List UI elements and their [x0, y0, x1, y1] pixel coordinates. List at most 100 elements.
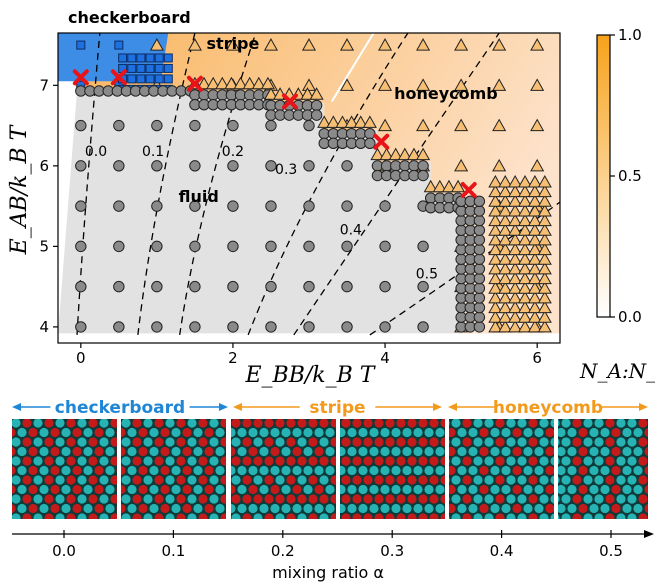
- ordered-point: [527, 300, 542, 314]
- fluid-point: [227, 200, 239, 212]
- fluid-point: [265, 119, 277, 132]
- x-tick-label: 4: [380, 349, 390, 367]
- contour-labels: 0.0 0.1 0.2 0.3 0.4 0.5: [85, 144, 438, 282]
- ordered-point: [537, 261, 552, 275]
- ordered-point: [187, 38, 202, 51]
- ordered-point: [300, 87, 315, 100]
- ordered-point: [508, 232, 523, 246]
- fluid-point: [364, 137, 376, 150]
- phase-labels: checkerboard stripe honeycomb fluid: [68, 8, 498, 206]
- alpha-tick-label: 0.4: [490, 542, 514, 560]
- ordered-point: [498, 203, 513, 217]
- snapshot-0.1: [121, 419, 226, 519]
- ordered-point: [344, 115, 359, 128]
- fluid-point: [341, 160, 353, 172]
- ordered-point: [224, 76, 239, 90]
- fluid-point: [265, 321, 277, 333]
- ordered-point: [527, 174, 542, 188]
- ordered-point: [537, 194, 552, 207]
- phase-arrowhead: [448, 403, 457, 411]
- fluid-point: [417, 321, 429, 333]
- fluid-point: [151, 321, 163, 333]
- ordered-point: [233, 76, 248, 90]
- ordered-point: [508, 184, 523, 198]
- fluid-point: [265, 160, 277, 172]
- ordered-point: [263, 38, 279, 51]
- ordered-point: [530, 118, 545, 132]
- fluid-point: [151, 240, 163, 253]
- ordered-point: [251, 76, 266, 90]
- fluid-point: [341, 280, 353, 293]
- fluid-point: [75, 160, 87, 172]
- ordered-point: [498, 252, 513, 265]
- alpha-axis-arrowhead: [644, 530, 654, 538]
- ordered-point: [498, 174, 513, 188]
- ordered-point: [263, 87, 279, 100]
- ordered-point: [508, 271, 523, 285]
- ordered-point: [537, 271, 552, 285]
- ordered-point: [508, 310, 523, 323]
- ordered-point: [537, 213, 552, 227]
- contour-label-0.4: 0.4: [340, 222, 362, 238]
- ordered-point: [537, 290, 552, 304]
- fluid-point: [417, 169, 429, 182]
- checkerboard-point: [163, 63, 173, 73]
- phase-label-stripe: stripe: [207, 34, 260, 53]
- fluid-point: [310, 99, 323, 112]
- ordered-point: [149, 38, 164, 51]
- fluid-point: [417, 240, 429, 253]
- ordered-point: [326, 115, 341, 128]
- checkerboard-point: [145, 63, 155, 73]
- ordered-point: [362, 115, 377, 128]
- ordered-point: [406, 147, 422, 161]
- ordered-point: [454, 118, 469, 132]
- ordered-point: [379, 147, 394, 161]
- checkerboard-point: [114, 40, 124, 50]
- ordered-point: [301, 38, 317, 51]
- axes: 0 2 4 6 4 5 6 7: [39, 76, 542, 367]
- fluid-point: [75, 200, 87, 212]
- ordered-point: [508, 213, 523, 227]
- fluid-point: [473, 292, 486, 304]
- fluid-point: [189, 119, 201, 132]
- ordered-point: [498, 232, 513, 246]
- checkerboard-point: [136, 63, 146, 73]
- snapshot-0.2: [231, 419, 336, 519]
- ordered-point: [527, 242, 542, 256]
- alpha-tick-label: 0.5: [599, 542, 623, 560]
- highlight-x-3: [281, 93, 298, 110]
- x-tick-label: 0: [76, 349, 86, 367]
- ordered-point: [492, 38, 507, 51]
- ordered-point: [488, 300, 503, 314]
- ordered-point: [196, 76, 212, 90]
- ordered-point: [454, 38, 469, 51]
- fluid-point: [341, 321, 353, 333]
- contour-label-0.5: 0.5: [416, 267, 438, 283]
- fluid-point: [113, 280, 125, 293]
- fluid-point: [189, 160, 201, 172]
- fluid-point: [473, 272, 486, 285]
- fluid-point: [379, 200, 391, 212]
- checkerboard-point: [145, 74, 155, 84]
- y-tick-label: 4: [39, 318, 49, 336]
- fluid-point: [75, 119, 87, 132]
- checkerboard-point: [136, 74, 146, 84]
- ordered-point: [454, 78, 469, 91]
- ordered-point: [527, 213, 542, 227]
- ordered-point: [498, 281, 513, 294]
- ordered-point: [537, 300, 552, 314]
- ordered-point: [537, 184, 552, 198]
- fluid-point: [473, 263, 486, 275]
- ordered-point: [517, 271, 533, 285]
- ordered-region: [58, 33, 560, 334]
- ordered-point: [517, 310, 533, 323]
- fluid-point: [265, 240, 277, 253]
- ordered-point: [527, 290, 542, 304]
- fluid-point: [227, 321, 239, 333]
- ordered-point: [530, 158, 545, 172]
- contour-label-0.0: 0.0: [85, 144, 107, 160]
- contour-label-0.1: 0.1: [142, 144, 164, 160]
- fluid-point: [310, 109, 323, 121]
- fluid-point: [113, 321, 125, 333]
- y-axis-label: E_AB/k_B T: [7, 123, 32, 255]
